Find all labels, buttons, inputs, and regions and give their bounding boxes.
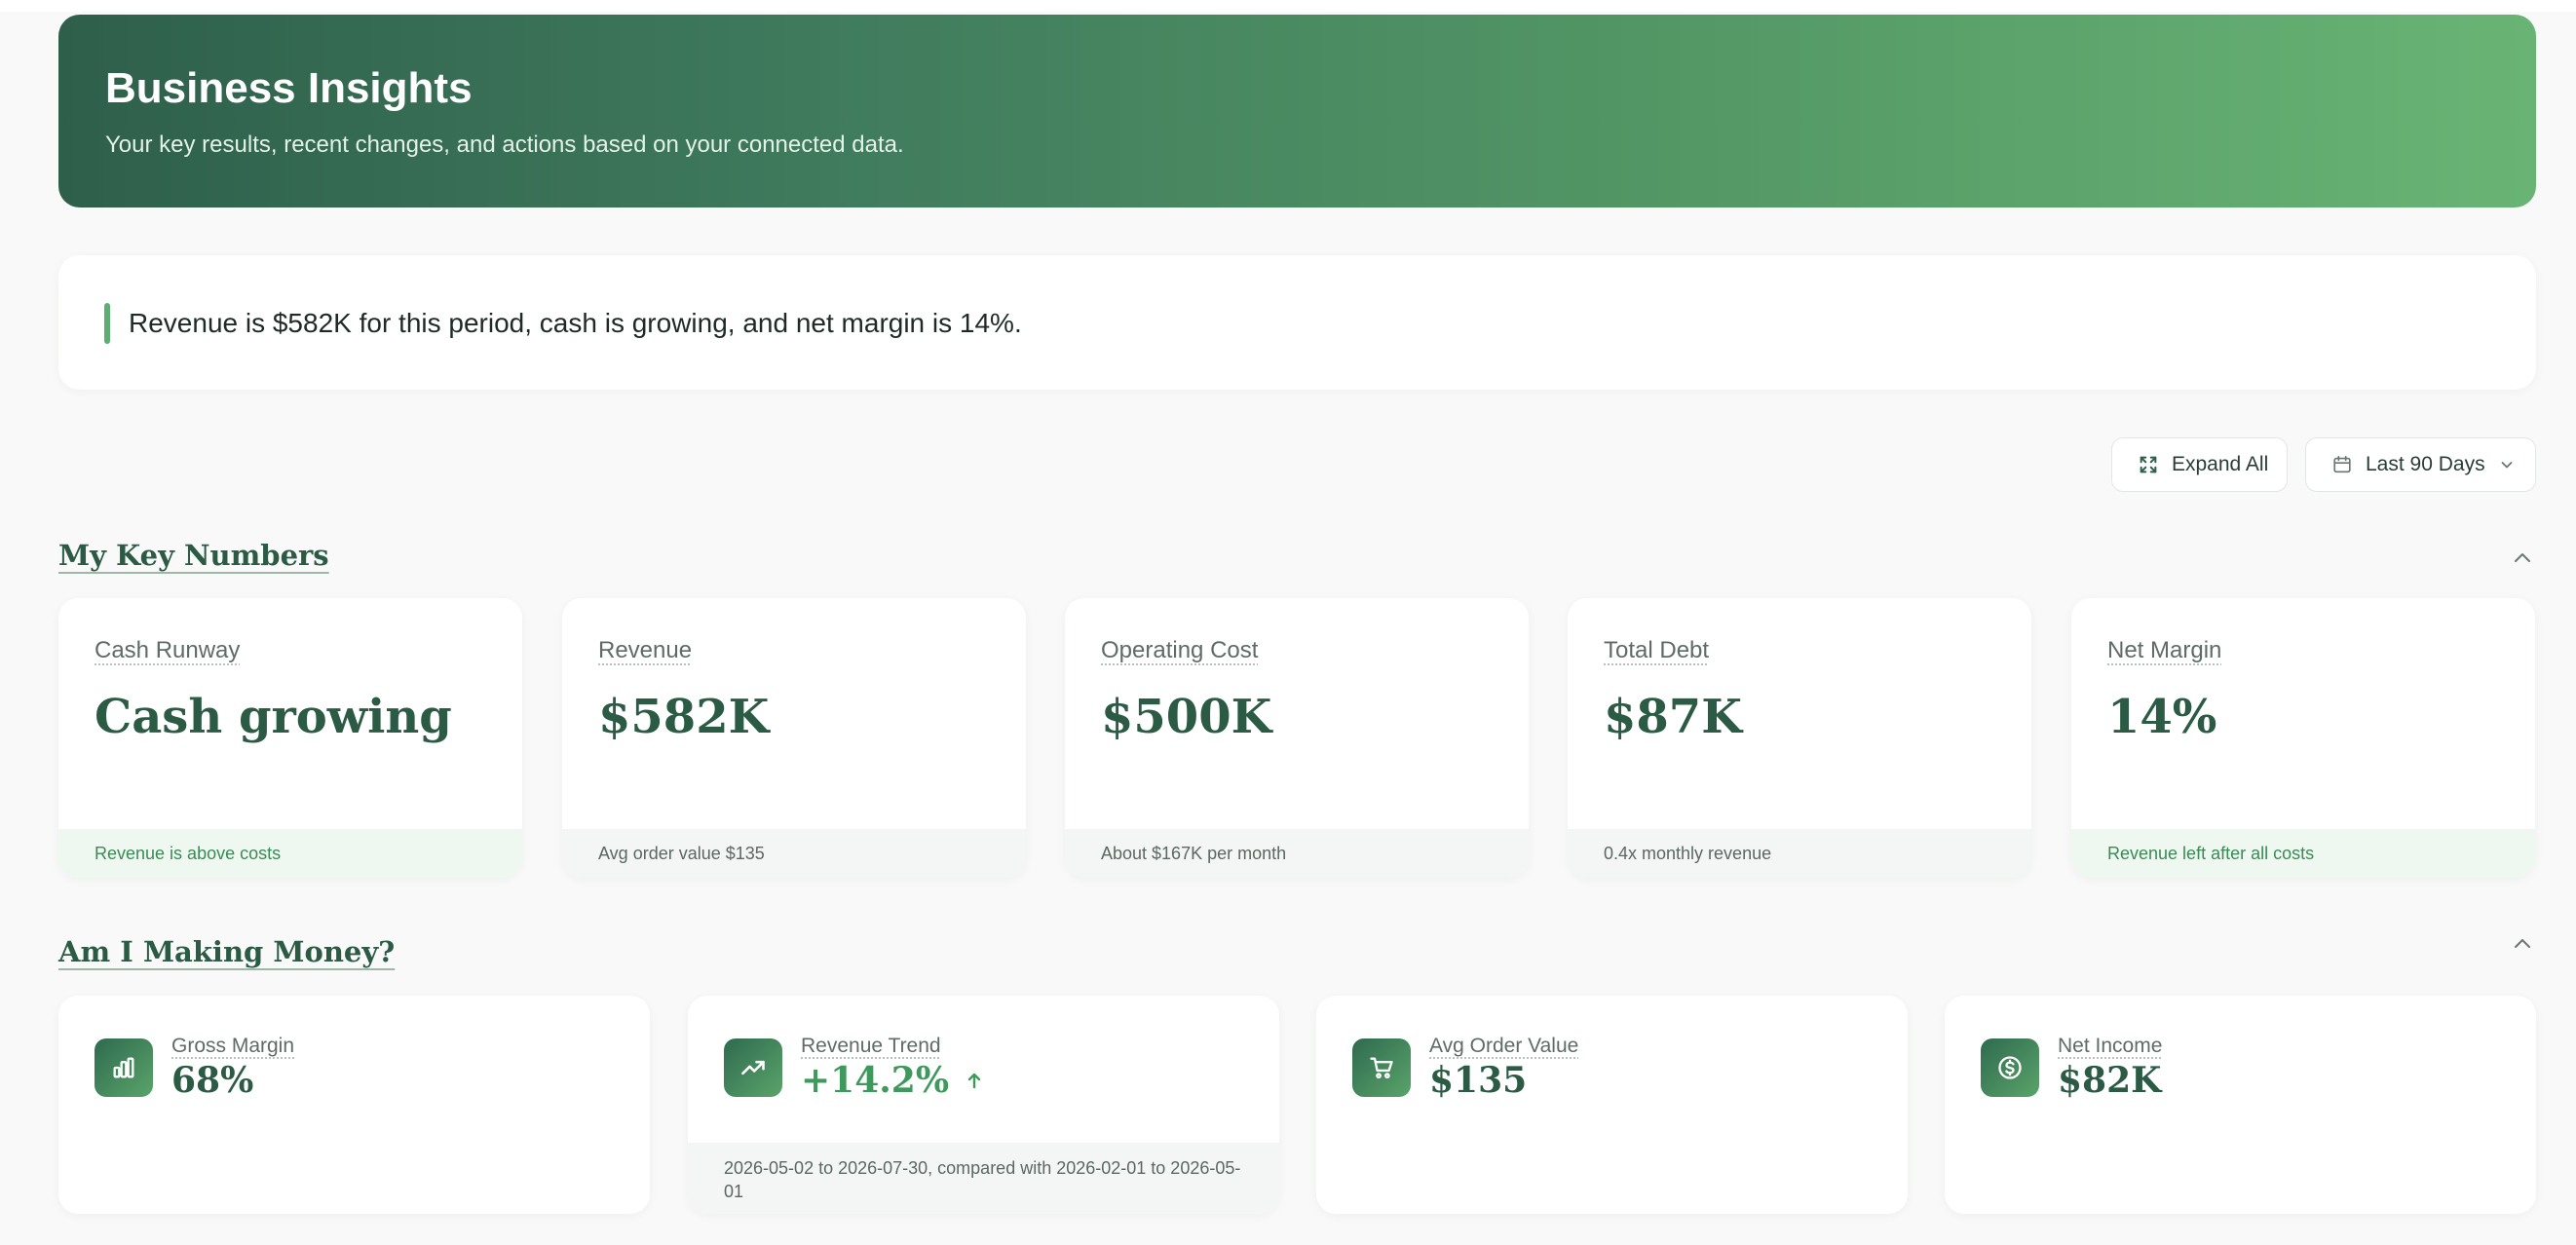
expand-icon [2140, 456, 2157, 473]
dollar-circle-icon [1981, 1038, 2039, 1097]
summary-accent-bar [104, 303, 110, 344]
metric-value: $500K [1101, 690, 1272, 744]
metric-label[interactable]: Cash Runway [95, 637, 241, 663]
date-range-label: Last 90 Days [2366, 453, 2485, 475]
insight-label[interactable]: Net Income [2058, 1035, 2163, 1057]
arrow-up-icon [967, 1073, 981, 1089]
insight-value: $135 [1429, 1060, 1528, 1101]
chevron-down-icon [2501, 462, 2512, 469]
metric-footnote: About $167K per month [1065, 829, 1529, 878]
metric-value: Cash growing [95, 690, 452, 744]
insight-value: $82K [2058, 1060, 2162, 1101]
summary-card: Revenue is $582K for this period, cash i… [58, 255, 2536, 390]
chevron-up-icon[interactable] [2510, 546, 2535, 571]
metric-label[interactable]: Total Debt [1604, 637, 1710, 663]
metric-label[interactable]: Revenue [598, 637, 693, 663]
metric-value: $87K [1604, 690, 1742, 744]
page-subtitle: Your key results, recent changes, and ac… [105, 132, 904, 159]
trending-up-icon [724, 1038, 782, 1097]
page-header: Business Insights Your key results, rece… [58, 15, 2536, 208]
expand-all-button[interactable]: Expand All [2111, 437, 2288, 492]
page-title: Business Insights [105, 64, 473, 112]
insight-label[interactable]: Avg Order Value [1429, 1035, 1579, 1057]
metric-value: $582K [598, 690, 770, 744]
metric-card-revenue: Revenue $582K Avg order value $135 [562, 598, 1026, 878]
metric-footnote: Revenue left after all costs [2071, 829, 2535, 878]
metric-card-net-margin: Net Margin 14% Revenue left after all co… [2071, 598, 2535, 878]
insight-label[interactable]: Gross Margin [171, 1035, 295, 1057]
section-title-key-numbers[interactable]: My Key Numbers [58, 539, 329, 572]
date-range-select[interactable]: Last 90 Days [2305, 437, 2536, 492]
metric-label[interactable]: Net Margin [2107, 637, 2222, 663]
metric-footnote: 0.4x monthly revenue [1568, 829, 2031, 878]
insight-value: +14.2% [801, 1060, 950, 1101]
insight-card-avg-order-value: Avg Order Value $135 [1316, 996, 1908, 1214]
metric-value: 14% [2107, 690, 2217, 744]
summary-text: Revenue is $582K for this period, cash i… [129, 308, 1022, 338]
insight-card-revenue-trend: Revenue Trend +14.2% 2026-05-02 to 2026-… [688, 996, 1279, 1214]
insight-footnote: 2026-05-02 to 2026-07-30, compared with … [688, 1143, 1279, 1214]
calendar-icon [2333, 455, 2351, 473]
metric-label[interactable]: Operating Cost [1101, 637, 1259, 663]
shopping-cart-icon [1352, 1038, 1411, 1097]
top-strip [0, 0, 2576, 12]
metric-card-operating-cost: Operating Cost $500K About $167K per mon… [1065, 598, 1529, 878]
metric-footnote: Avg order value $135 [562, 829, 1026, 878]
insight-value: 68% [171, 1060, 254, 1101]
metric-card-cash-runway: Cash Runway Cash growing Revenue is abov… [58, 598, 522, 878]
metric-footnote: Revenue is above costs [58, 829, 522, 878]
insight-card-net-income: Net Income $82K [1945, 996, 2536, 1214]
section-title-making-money[interactable]: Am I Making Money? [58, 935, 396, 968]
chevron-up-icon[interactable] [2510, 931, 2535, 957]
metric-card-total-debt: Total Debt $87K 0.4x monthly revenue [1568, 598, 2031, 878]
insight-label[interactable]: Revenue Trend [801, 1035, 941, 1057]
insight-value-row: +14.2% [801, 1060, 984, 1101]
expand-all-label: Expand All [2172, 453, 2269, 475]
bar-chart-icon [95, 1038, 153, 1097]
insight-card-gross-margin: Gross Margin 68% [58, 996, 650, 1214]
